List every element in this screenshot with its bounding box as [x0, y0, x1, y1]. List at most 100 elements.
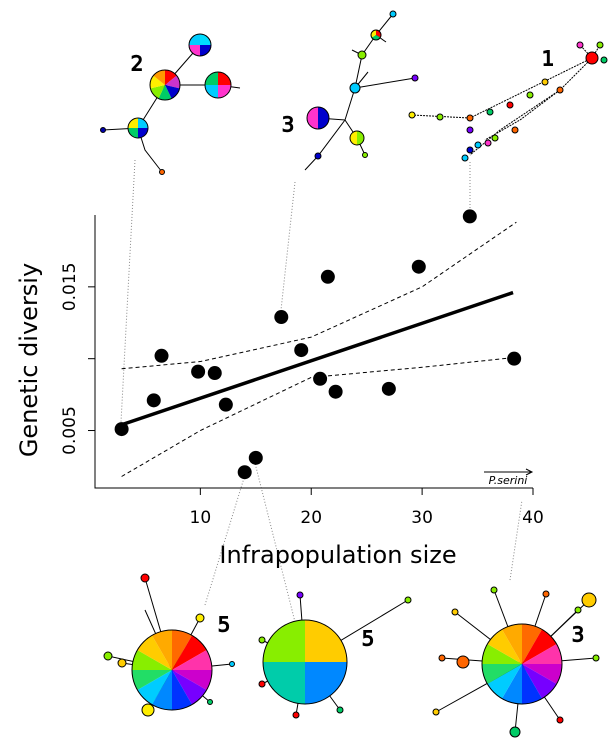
network-node — [484, 139, 492, 147]
network-node — [258, 680, 266, 688]
network-node — [432, 708, 440, 716]
network-label: 2 — [131, 52, 144, 76]
network-node — [592, 654, 600, 662]
network-edge — [102, 44, 241, 173]
network-node — [207, 699, 213, 705]
node-wedge — [522, 624, 542, 664]
node-wedge — [152, 630, 172, 670]
network-node — [436, 113, 444, 121]
network-node — [474, 141, 482, 149]
node-wedge — [189, 34, 200, 45]
network-node — [466, 146, 474, 154]
network-node — [370, 29, 382, 41]
network-node — [486, 108, 494, 116]
node-wedge — [350, 131, 357, 145]
network-node — [314, 152, 322, 160]
node-wedge — [218, 85, 231, 98]
network-node — [581, 592, 597, 608]
point — [154, 348, 169, 363]
network-node — [204, 71, 232, 99]
network-node — [542, 590, 550, 598]
point — [114, 422, 129, 437]
node-wedge — [132, 670, 172, 690]
network-node — [188, 33, 212, 57]
network-label: 1 — [542, 47, 555, 71]
node-wedge — [150, 75, 165, 89]
node-wedge — [138, 118, 148, 128]
node-wedge — [165, 70, 177, 85]
node-wedge — [522, 664, 542, 704]
y-tick-label: 0.015 — [60, 263, 80, 312]
network-node — [262, 619, 348, 705]
network-node — [404, 596, 412, 604]
network-node — [349, 82, 361, 94]
network-node — [461, 154, 469, 162]
node-wedge — [137, 635, 172, 670]
point — [411, 259, 426, 274]
node-wedge — [158, 85, 172, 100]
network-node — [556, 716, 564, 724]
node-wedge — [522, 664, 557, 699]
node-wedge — [357, 131, 364, 145]
network-edge — [411, 44, 601, 156]
network-node — [117, 658, 127, 668]
point — [237, 465, 252, 480]
node-wedge — [152, 670, 172, 710]
network-node — [408, 111, 416, 119]
node-wedge — [128, 128, 138, 138]
node-wedge — [137, 670, 172, 705]
network-node — [596, 41, 604, 49]
network-node — [585, 51, 599, 65]
point — [146, 393, 161, 408]
connector — [120, 159, 136, 423]
node-wedge — [218, 72, 231, 85]
network-node — [357, 50, 367, 60]
network-node — [541, 78, 549, 86]
node-wedge — [132, 650, 172, 670]
network-node — [511, 126, 519, 134]
connector — [280, 181, 296, 311]
connector — [204, 477, 245, 606]
node-wedge — [487, 629, 522, 664]
node-wedge — [305, 662, 347, 704]
point — [381, 381, 396, 396]
node-wedge — [482, 644, 522, 664]
node-wedge — [263, 662, 305, 704]
fit-line — [121, 290, 514, 427]
network-node — [195, 613, 205, 623]
network-node — [258, 636, 266, 644]
network-node — [336, 706, 344, 714]
node-wedge — [487, 664, 522, 699]
node-wedge — [502, 624, 522, 664]
network-node — [127, 117, 149, 139]
point — [274, 310, 289, 325]
annotation: P.serini — [489, 474, 528, 487]
network-node — [481, 623, 563, 705]
node-wedge — [189, 45, 200, 56]
network-node — [466, 114, 474, 122]
point — [207, 366, 222, 381]
network-node — [438, 654, 446, 662]
node-wedge — [318, 107, 329, 129]
network-node — [411, 74, 419, 82]
network-node — [456, 655, 470, 669]
node-wedge — [153, 70, 165, 85]
node-wedge — [165, 75, 180, 89]
network-label: 5 — [218, 613, 231, 637]
network-node — [103, 651, 113, 661]
node-wedge — [205, 85, 218, 98]
network-label: 3 — [572, 623, 585, 647]
y-axis — [94, 215, 533, 489]
network-node — [491, 134, 499, 142]
y-tick-label: 0.005 — [60, 406, 80, 455]
connector — [509, 499, 523, 581]
node-wedge — [128, 118, 138, 128]
network-node — [140, 573, 150, 583]
network-node — [526, 91, 534, 99]
network-node — [506, 101, 514, 109]
node-wedge — [172, 650, 212, 670]
point — [294, 343, 309, 358]
node-wedge — [371, 35, 381, 41]
node-wedge — [172, 635, 207, 670]
